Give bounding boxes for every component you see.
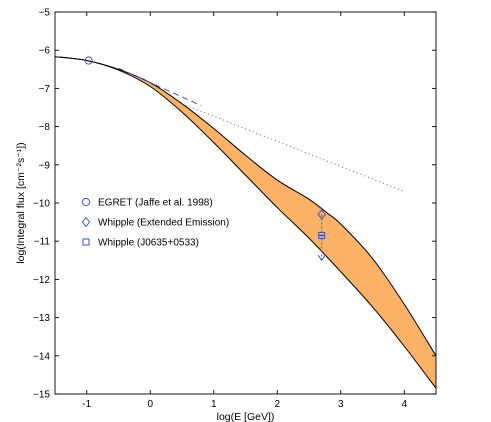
x-tick-label: 3 [338, 399, 344, 410]
x-tick-label: 1 [211, 399, 217, 410]
x-axis-title: log(E [GeV]) [217, 411, 275, 422]
legend-label: Whipple (J0635+0533) [98, 238, 199, 249]
y-tick-label: −6 [39, 46, 51, 57]
upper-limit-arrow [317, 255, 326, 262]
legend-marker-diamond [81, 216, 91, 228]
y-tick-label: −11 [34, 237, 51, 248]
y-tick-label: −5 [39, 8, 51, 19]
x-tick-label: 2 [274, 399, 280, 410]
legend-label: Whipple (Extended Emission) [98, 218, 229, 229]
y-axis-title: log(Integral flux [cm⁻²s⁻¹]) [15, 142, 27, 263]
y-tick-label: −7 [39, 84, 51, 95]
x-tick-label: 4 [401, 399, 407, 410]
flux-band-lower-line [54, 56, 437, 389]
data-point-circle [84, 56, 93, 65]
y-tick-label: −8 [39, 122, 51, 133]
x-tick-label: -1 [82, 399, 91, 410]
y-tick-label: −13 [33, 313, 50, 324]
y-tick-label: −9 [39, 160, 51, 171]
y-tick-label: −10 [33, 199, 50, 210]
legend-label: EGRET (Jaffe et al. 1998) [98, 198, 213, 209]
data-point-square [318, 231, 326, 239]
dashed-extrapolation-line [118, 67, 202, 107]
legend-marker-square [82, 238, 90, 246]
flux-band-upper-line [54, 56, 437, 357]
y-tick-label: −12 [33, 275, 50, 286]
y-tick-label: −14 [33, 351, 50, 362]
x-tick-label: 0 [147, 399, 153, 410]
y-tick-label: −15 [33, 390, 50, 401]
dotted-extrapolation-line [181, 103, 405, 192]
legend-marker-circle [81, 197, 91, 207]
